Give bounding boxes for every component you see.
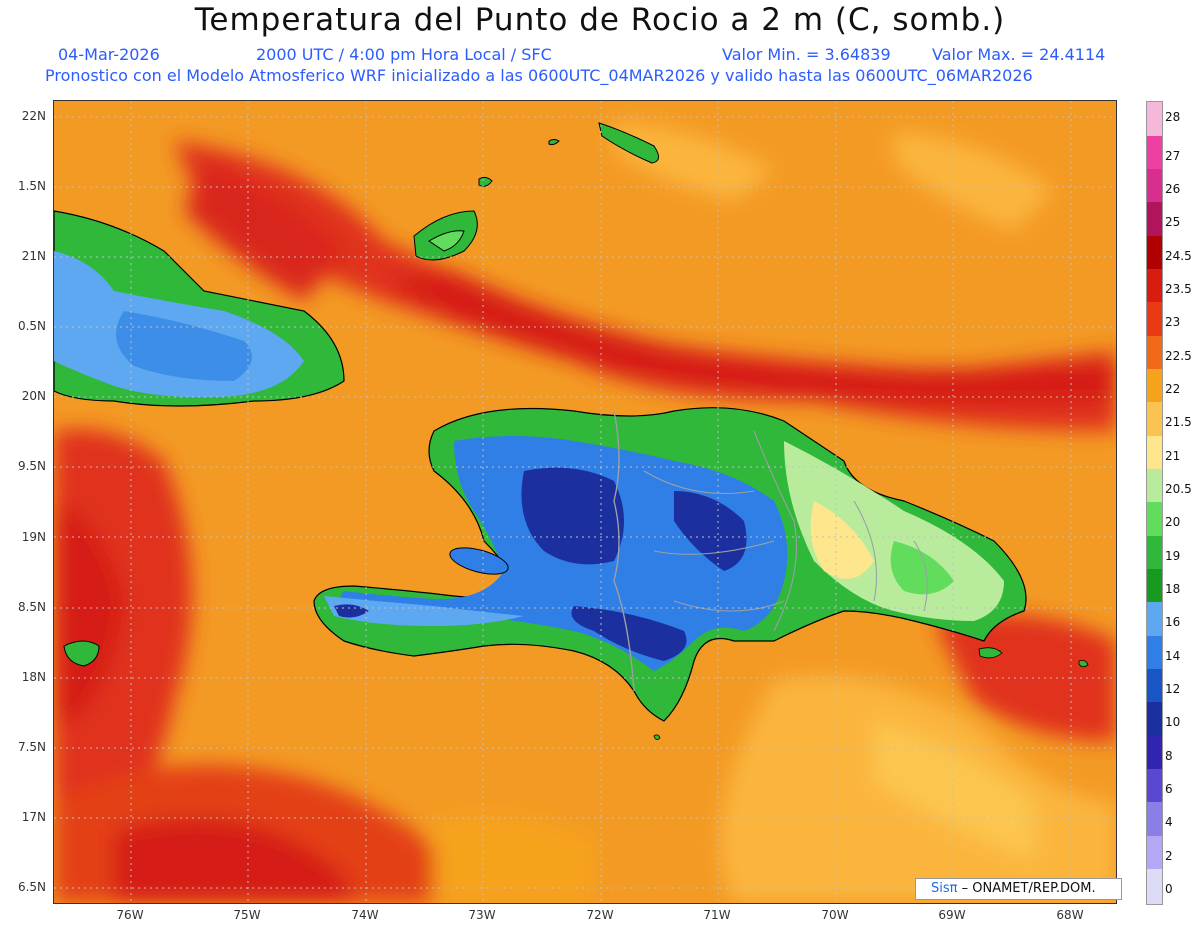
lat-label: 19N	[21, 530, 46, 544]
legend-swatch	[1147, 202, 1162, 236]
forecast-date: 04-Mar-2026	[58, 45, 160, 64]
legend-label: 26	[1165, 182, 1181, 196]
max-value: Valor Max. = 24.4114	[932, 45, 1106, 64]
lat-label: 20N	[21, 389, 46, 403]
lat-label: 8.5N	[17, 600, 46, 614]
legend-label: 25	[1165, 215, 1181, 229]
map-title: Temperatura del Punto de Rocio a 2 m (C,…	[194, 2, 1006, 38]
lon-label: 71W	[703, 908, 731, 922]
lon-label: 68W	[1056, 908, 1084, 922]
legend-label: 22.5	[1165, 349, 1192, 363]
legend-swatch	[1147, 369, 1162, 402]
legend-label: 19	[1165, 549, 1181, 563]
legend-label: 2	[1165, 849, 1173, 863]
legend-swatch	[1147, 536, 1162, 569]
legend-swatch	[1147, 269, 1162, 302]
dewpoint-map	[53, 100, 1117, 904]
ocean-patterns	[54, 121, 1116, 903]
legend-swatch	[1147, 836, 1162, 869]
legend-label: 20	[1165, 515, 1181, 529]
legend-label: 6	[1165, 782, 1173, 796]
lon-label: 75W	[233, 908, 261, 922]
legend-label: 21.5	[1165, 415, 1192, 429]
legend-label: 24.5	[1165, 249, 1192, 263]
legend-swatch	[1147, 402, 1162, 436]
legend-label: 23.5	[1165, 282, 1192, 296]
sispi-logo: Sisπ	[931, 881, 958, 896]
legend-swatch	[1147, 769, 1162, 802]
model-description: Pronostico con el Modelo Atmosferico WRF…	[45, 66, 1033, 85]
lat-label: 9.5N	[17, 459, 46, 473]
saona-island	[978, 647, 1003, 659]
legend-label: 23	[1165, 315, 1181, 329]
legend-label: 14	[1165, 649, 1181, 663]
legend-swatch	[1147, 602, 1162, 636]
legend-swatch	[1147, 802, 1162, 836]
credit-text: – ONAMET/REP.DOM.	[957, 881, 1096, 896]
legend-label: 27	[1165, 149, 1181, 163]
legend-label: 4	[1165, 815, 1173, 829]
lat-label: 22N	[21, 109, 46, 123]
lon-label: 69W	[938, 908, 966, 922]
lon-label: 74W	[351, 908, 379, 922]
legend-swatch	[1147, 869, 1162, 904]
hispaniola	[313, 407, 1027, 722]
legend-swatch	[1147, 469, 1162, 502]
lat-label: 1.5N	[17, 179, 46, 193]
legend-label: 20.5	[1165, 482, 1192, 496]
color-legend	[1146, 101, 1163, 905]
legend-label: 0	[1165, 882, 1173, 896]
lon-label: 72W	[586, 908, 614, 922]
jamaica	[63, 640, 100, 667]
lon-label: 73W	[468, 908, 496, 922]
legend-swatch	[1147, 169, 1162, 202]
lon-label: 76W	[116, 908, 144, 922]
lon-label: 70W	[821, 908, 849, 922]
lat-label: 7.5N	[17, 740, 46, 754]
graticule	[54, 101, 1116, 903]
lat-label: 18N	[21, 670, 46, 684]
legend-label: 8	[1165, 749, 1173, 763]
forecast-time: 2000 UTC / 4:00 pm Hora Local / SFC	[256, 45, 552, 64]
legend-swatch	[1147, 702, 1162, 736]
lat-label: 6.5N	[17, 880, 46, 894]
map-canvas	[54, 101, 1116, 903]
legend-swatch	[1147, 736, 1162, 769]
legend-swatch	[1147, 502, 1162, 536]
legend-swatch	[1147, 102, 1162, 136]
legend-label: 10	[1165, 715, 1181, 729]
legend-label: 18	[1165, 582, 1181, 596]
mona-island	[1078, 660, 1089, 668]
lat-label: 0.5N	[17, 319, 46, 333]
legend-label: 16	[1165, 615, 1181, 629]
legend-label: 28	[1165, 110, 1181, 124]
credit-box: Sisπ – ONAMET/REP.DOM.	[915, 878, 1122, 900]
legend-swatch	[1147, 569, 1162, 602]
legend-label: 22	[1165, 382, 1181, 396]
lat-label: 21N	[21, 249, 46, 263]
beata-island	[653, 734, 661, 740]
legend-label: 12	[1165, 682, 1181, 696]
bahamas-islands	[413, 122, 659, 261]
legend-swatch	[1147, 636, 1162, 669]
legend-swatch	[1147, 669, 1162, 702]
legend-swatch	[1147, 336, 1162, 369]
cuba	[54, 210, 345, 407]
legend-swatch	[1147, 236, 1162, 269]
legend-label: 21	[1165, 449, 1181, 463]
legend-swatch	[1147, 136, 1162, 169]
min-value: Valor Min. = 3.64839	[722, 45, 891, 64]
legend-swatch	[1147, 436, 1162, 469]
legend-swatch	[1147, 302, 1162, 336]
lat-label: 17N	[21, 810, 46, 824]
